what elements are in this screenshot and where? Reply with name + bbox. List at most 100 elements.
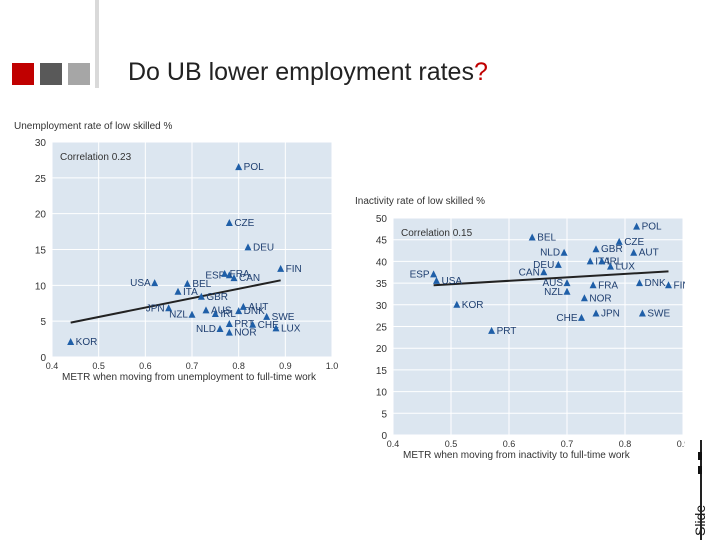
chart1-point-nor bbox=[580, 294, 588, 302]
chart1-ytick-8: 40 bbox=[376, 257, 388, 268]
chart1-point-label-che: CHE bbox=[556, 313, 577, 324]
chart0-point-dnk bbox=[235, 307, 243, 315]
chart0-point-can bbox=[230, 274, 238, 282]
chart0-ytick-5: 25 bbox=[35, 174, 47, 185]
chart0-point-fin bbox=[277, 264, 285, 272]
chart-unemployment-svg: Unemployment rate of low skilled % 0 5 10 15… bbox=[14, 121, 338, 383]
chart1-point-esp bbox=[430, 270, 438, 278]
chart1-point-can bbox=[540, 268, 548, 276]
chart0-point-label-esp: ESP bbox=[205, 270, 225, 281]
accent-square-red bbox=[12, 63, 34, 85]
chart0-point-label-gbr: GBR bbox=[206, 292, 228, 303]
chart0-point-label-prt: PRT bbox=[234, 319, 254, 330]
chart0-point-aus bbox=[202, 306, 210, 314]
slide-number-marks bbox=[698, 452, 702, 474]
chart1-ytick-5: 25 bbox=[376, 323, 388, 334]
chart0-point-label-usa: USA bbox=[130, 278, 151, 289]
chart0-xtick-0: 0.4 bbox=[46, 361, 59, 371]
chart1-ytick-10: 50 bbox=[376, 214, 388, 225]
slide-title-text: Do UB lower employment rates bbox=[128, 58, 474, 86]
chart0-point-label-aus: AUS bbox=[211, 305, 232, 316]
chart1-point-label-bel: BEL bbox=[537, 233, 556, 244]
chart1-point-label-dnk: DNK bbox=[645, 278, 666, 289]
chart1-point-label-aut: AUT bbox=[639, 248, 659, 259]
chart1-point-label-aus: AUS bbox=[542, 278, 563, 289]
chart0-point-che bbox=[249, 320, 257, 328]
chart0-ytick-0: 0 bbox=[40, 353, 46, 364]
chart1-point-aus bbox=[563, 279, 571, 287]
chart1-point-label-swe: SWE bbox=[647, 308, 670, 319]
chart1-point-ita bbox=[586, 257, 594, 265]
chart1-point-label-can: CAN bbox=[519, 267, 540, 278]
chart1-point-label-prt: PRT bbox=[497, 326, 517, 337]
chart1-point-bel bbox=[528, 233, 536, 241]
chart1-point-fin bbox=[665, 281, 672, 289]
chart0-point-nor bbox=[225, 328, 233, 336]
chart-inactivity-svg: Inactivity rate of low skilled % 0 5 10 15 20… bbox=[355, 196, 686, 461]
chart1-ytick-0: 0 bbox=[381, 431, 387, 442]
chart0-point-label-kor: KOR bbox=[76, 337, 98, 348]
chart-inactivity: Inactivity rate of low skilled % 0 5 10 15 20… bbox=[355, 190, 685, 470]
chart1-correlation-annotation: Correlation 0.15 bbox=[401, 228, 473, 239]
chart1-point-label-irl: IRL bbox=[607, 256, 623, 267]
chart1-ytick-1: 5 bbox=[381, 409, 387, 420]
chart1-point-che bbox=[578, 313, 585, 321]
chart0-point-label-aut: AUT bbox=[248, 302, 268, 313]
chart0-point-label-can: CAN bbox=[239, 273, 260, 284]
chart0-correlation-annotation: Correlation 0.23 bbox=[60, 152, 132, 163]
chart0-point-label-pol: POL bbox=[244, 162, 264, 173]
chart0-ytick-1: 5 bbox=[40, 317, 46, 328]
chart1-xlabel: METR when moving from inactivity to full… bbox=[403, 450, 631, 461]
chart1-ytick-2: 10 bbox=[376, 388, 388, 399]
chart0-point-cze bbox=[225, 218, 233, 226]
chart0-point-label-nor: NOR bbox=[234, 328, 256, 339]
chart0-point-jpn bbox=[165, 304, 173, 312]
chart0-point-label-nld: NLD bbox=[196, 324, 216, 335]
chart1-point-usa bbox=[433, 276, 440, 284]
chart1-xtick-4: 0.8 bbox=[619, 439, 632, 449]
chart0-point-label-jpn: JPN bbox=[146, 303, 165, 314]
chart1-xtick-3: 0.7 bbox=[561, 439, 574, 449]
chart0-point-label-lux: LUX bbox=[281, 323, 301, 334]
chart1-point-dnk bbox=[636, 279, 643, 287]
accent-square-light-gray bbox=[68, 63, 90, 85]
chart1-xtick-2: 0.6 bbox=[503, 439, 516, 449]
chart0-point-ita bbox=[174, 287, 182, 295]
chart0-point-label-dnk: DNK bbox=[244, 306, 265, 317]
accent-square-dark-gray bbox=[40, 63, 62, 85]
chart0-point-bel bbox=[183, 279, 191, 287]
chart0-xlabel: METR when moving from unemployment to fu… bbox=[62, 372, 317, 383]
chart1-ytick-4: 20 bbox=[376, 344, 388, 355]
chart1-xtick-0: 0.4 bbox=[387, 439, 400, 449]
chart0-title: Unemployment rate of low skilled % bbox=[14, 121, 173, 132]
chart1-point-prt bbox=[488, 326, 496, 334]
chart1-point-fra bbox=[589, 281, 597, 289]
chart0-ytick-4: 20 bbox=[35, 210, 47, 221]
chart0-point-label-nzl: NZL bbox=[169, 310, 188, 321]
chart0-point-usa bbox=[151, 279, 159, 287]
chart1-trendline bbox=[433, 270, 669, 287]
chart0-xtick-1: 0.5 bbox=[92, 361, 105, 371]
chart0-point-pol bbox=[235, 163, 243, 171]
chart1-point-kor bbox=[453, 300, 461, 308]
chart1-ytick-6: 30 bbox=[376, 301, 388, 312]
chart1-point-nld bbox=[560, 248, 568, 256]
chart0-point-label-cze: CZE bbox=[234, 218, 254, 229]
chart0-ytick-3: 15 bbox=[35, 246, 47, 257]
chart1-point-label-fra: FRA bbox=[598, 280, 618, 291]
chart1-point-label-nor: NOR bbox=[589, 293, 611, 304]
chart0-point-irl bbox=[211, 310, 219, 317]
chart0-point-label-fra: FRA bbox=[230, 269, 250, 280]
chart1-point-label-gbr: GBR bbox=[601, 244, 623, 255]
slide-number-area: Slide bbox=[688, 440, 712, 540]
chart0-point-label-bel: BEL bbox=[192, 279, 211, 290]
chart1-point-label-fin: FIN bbox=[674, 280, 686, 291]
chart0-point-label-che: CHE bbox=[258, 320, 279, 331]
slide-title: Do UB lower employment rates? bbox=[128, 58, 488, 87]
chart0-point-lux bbox=[272, 324, 280, 332]
chart1-point-label-kor: KOR bbox=[462, 300, 484, 311]
chart0-point-label-swe: SWE bbox=[272, 312, 295, 323]
chart1-point-gbr bbox=[592, 245, 600, 253]
chart0-ytick-2: 10 bbox=[35, 281, 47, 292]
chart1-xtick-5: 0.9 bbox=[677, 439, 685, 449]
